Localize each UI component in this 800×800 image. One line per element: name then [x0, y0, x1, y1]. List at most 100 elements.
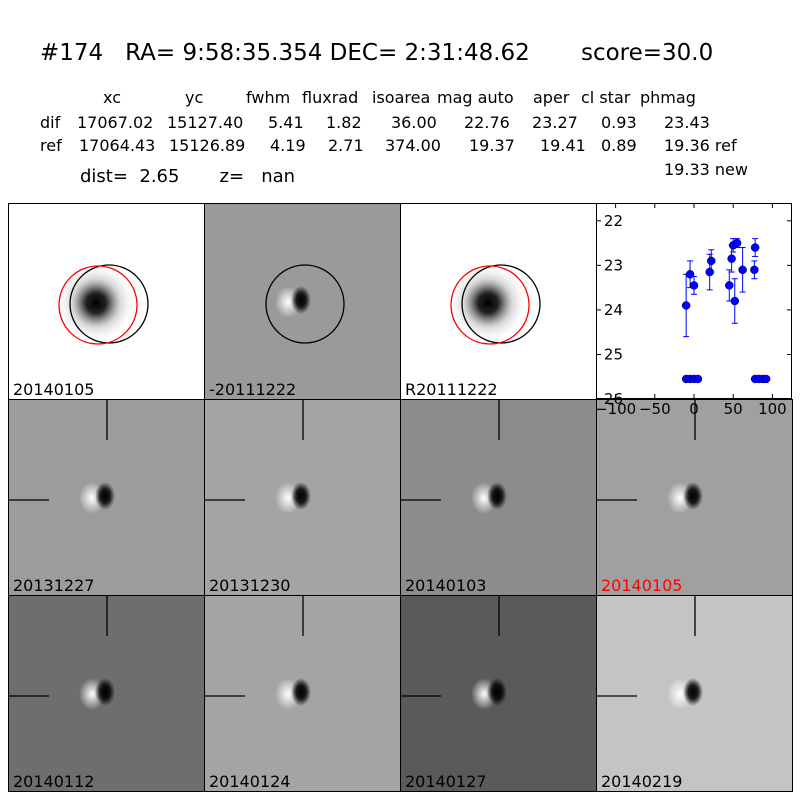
cutout-panel: 20140127	[400, 595, 597, 792]
data-point	[727, 254, 736, 263]
cell: 19.41	[540, 136, 586, 155]
plot-frame	[596, 203, 792, 399]
y-tick-label: 23	[604, 256, 623, 274]
data-point	[689, 281, 699, 290]
row-label: dif	[40, 113, 61, 132]
y-tick-label: 26	[604, 390, 623, 408]
x-tick-label: 0	[689, 400, 699, 418]
panel-date-label: 20131227	[13, 576, 95, 595]
panel-date-label: 20140105	[13, 380, 95, 399]
data-point	[685, 270, 695, 279]
cutout-panel: 20140105	[596, 399, 793, 596]
aperture-circle	[265, 264, 345, 344]
col-fluxrad: fluxrad	[302, 88, 359, 107]
panel-date-label: 20140105	[601, 576, 683, 595]
col-mag-auto: mag auto	[437, 88, 514, 107]
data-point	[693, 374, 703, 384]
panel-date-label: 20140219	[601, 772, 683, 791]
cutout-panel: 20131227	[8, 399, 205, 596]
cell: 5.41	[268, 113, 304, 132]
x-tick-label: 50	[724, 400, 743, 418]
new-magnitude: 19.33 new	[664, 160, 748, 179]
cutout-image	[597, 596, 703, 710]
reference-circle	[450, 265, 530, 345]
distance-redshift: dist= 2.65 z= nan	[80, 166, 296, 187]
cell: 22.76	[464, 113, 510, 132]
data-point	[738, 265, 747, 275]
y-tick-label: 24	[604, 301, 623, 319]
cell: 15126.89	[169, 136, 246, 155]
cutout-panel: 20140105	[8, 203, 205, 400]
cutout-image	[448, 263, 541, 345]
col-xc: xc	[103, 88, 121, 107]
negative-lobe	[95, 678, 115, 706]
cutout-image	[205, 596, 311, 710]
cell: 23.27	[532, 113, 578, 132]
y-tick-label: 22	[604, 212, 623, 230]
cell: 0.93	[601, 113, 637, 132]
data-point	[681, 301, 691, 310]
negative-lobe	[291, 482, 311, 510]
cutout-panel: 20140124	[204, 595, 401, 792]
cell: 17064.43	[79, 136, 156, 155]
cell: 19.37	[469, 136, 515, 155]
cutout-image	[401, 596, 507, 710]
page-title: #174 RA= 9:58:35.354 DEC= 2:31:48.62 sco…	[40, 40, 714, 66]
cell: 19.36 ref	[664, 136, 737, 155]
cell: 36.00	[391, 113, 437, 132]
source-blob	[56, 263, 136, 343]
col-isoarea: isoarea	[372, 88, 431, 107]
data-point	[732, 238, 742, 248]
cell: 15127.40	[167, 113, 244, 132]
cell: 0.89	[601, 136, 637, 155]
data-point	[725, 281, 734, 290]
cell: 23.43	[664, 113, 710, 132]
negative-lobe	[683, 482, 703, 510]
panel-date-label: R20111222	[405, 380, 498, 399]
panel-date-label: 20140112	[13, 772, 95, 791]
negative-lobe	[487, 678, 507, 706]
col-phmag: phmag	[640, 88, 696, 107]
source-blob	[448, 263, 528, 343]
cutout-image	[9, 400, 115, 514]
x-tick-label: −100	[595, 400, 636, 418]
cutout-panel: 20140112	[8, 595, 205, 792]
data-point	[730, 296, 740, 306]
light-curve-plot: 22 23 24 25 26 −100 −50 0 50 100	[595, 203, 792, 418]
panel-date-label: 20140124	[209, 772, 291, 791]
cutout-image	[9, 596, 115, 710]
cell: 2.71	[328, 136, 364, 155]
negative-lobe	[291, 286, 311, 314]
cutout-image	[205, 400, 311, 514]
x-tick-label: 100	[758, 400, 787, 418]
col-aper: aper	[533, 88, 570, 107]
cutout-image	[401, 400, 507, 514]
x-tick-label: −50	[639, 400, 671, 418]
panel-date-label: 20140127	[405, 772, 487, 791]
cell: 4.19	[270, 136, 306, 155]
panel-date-label: 20131230	[209, 576, 291, 595]
negative-lobe	[291, 678, 311, 706]
negative-lobe	[95, 482, 115, 510]
y-tick-label: 25	[604, 345, 623, 363]
reference-circle	[58, 265, 138, 345]
col-yc: yc	[185, 88, 204, 107]
negative-lobe	[487, 482, 507, 510]
panel-date-label: -20111222	[209, 380, 297, 399]
cutout-panel: 20140219	[596, 595, 793, 792]
negative-lobe	[683, 678, 703, 706]
cutout-panel: R20111222	[400, 203, 597, 400]
col-fwhm: fwhm	[246, 88, 291, 107]
cutout-panel: 20140103	[400, 399, 597, 596]
data-point	[706, 256, 716, 266]
cutout-panel: -20111222	[204, 203, 401, 400]
light-curve-svg: 22 23 24 25 26−100 −50 0 50 100	[595, 203, 792, 418]
cutout-image	[56, 263, 149, 345]
data-point	[750, 265, 759, 275]
row-label: ref	[40, 136, 62, 155]
cutout-image	[597, 400, 703, 514]
col-cl-star: cl star	[581, 88, 631, 107]
cell: 1.82	[326, 113, 362, 132]
cell: 17067.02	[77, 113, 154, 132]
cutout-panel: 20131230	[204, 399, 401, 596]
